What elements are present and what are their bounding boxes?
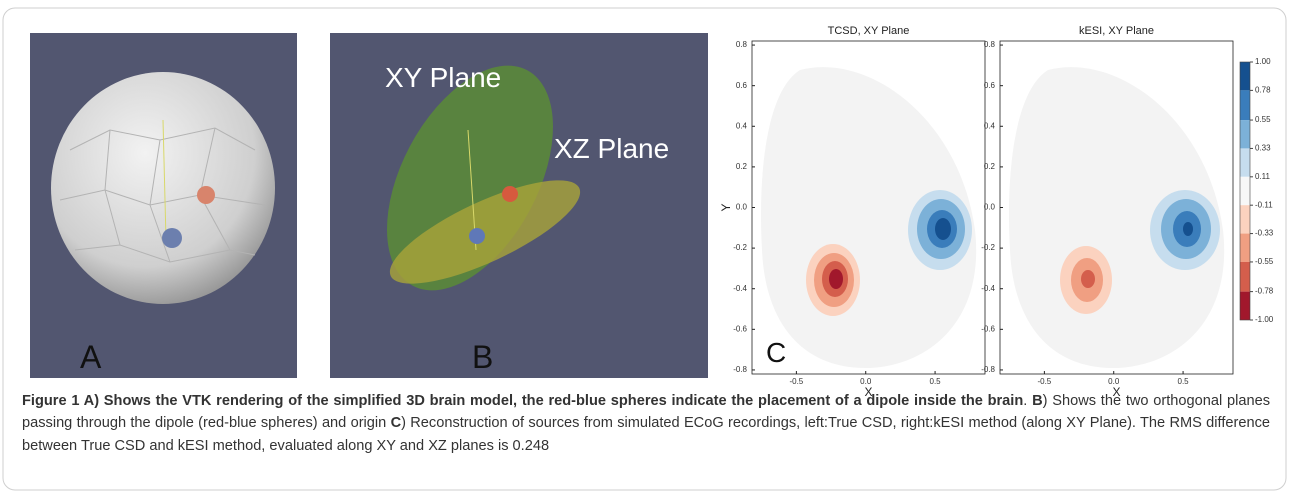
colorbar-tick-label: 0.55 — [1255, 115, 1271, 124]
panel-label: A — [80, 339, 102, 375]
colorbar-tick-label: -0.78 — [1255, 287, 1274, 296]
colorbar-bin — [1240, 148, 1250, 177]
contour — [1183, 222, 1193, 236]
colorbar-tick-label: -0.11 — [1255, 200, 1273, 209]
colorbar-bin — [1240, 120, 1250, 149]
contour — [1081, 270, 1095, 288]
x-tick-label: -0.5 — [1037, 377, 1051, 386]
colorbar-tick-label: 0.11 — [1255, 172, 1271, 181]
x-axis-label: X — [864, 385, 872, 399]
y-tick-label: 0.0 — [984, 203, 996, 212]
plane-label: XZ Plane — [554, 133, 669, 164]
red-sphere — [197, 186, 215, 204]
caption-text: Figure 1 A) Shows the VTK rendering of t… — [22, 393, 1024, 409]
x-tick-label: 0.5 — [930, 377, 942, 386]
y-tick-label: 0.2 — [736, 162, 748, 171]
plot-title: TCSD, XY Plane — [828, 25, 910, 37]
colorbar-bin — [1240, 90, 1250, 121]
x-tick-label: -0.5 — [789, 377, 803, 386]
contour-plot — [760, 67, 977, 369]
colorbar-tick-label: -0.33 — [1255, 229, 1274, 238]
y-tick-label: 0.4 — [984, 121, 996, 130]
contour — [829, 269, 843, 289]
y-tick-label: 0.8 — [984, 40, 996, 49]
axis-line — [162, 119, 167, 241]
y-tick-label: -0.6 — [733, 324, 747, 333]
frame — [2, 7, 1287, 491]
y-tick-label: 0.4 — [736, 121, 748, 130]
blue-sphere — [469, 228, 485, 244]
colorbar-tick-label: 0.33 — [1255, 144, 1271, 153]
y-tick-label: 0.6 — [736, 81, 748, 90]
y-tick-label: -0.8 — [981, 365, 995, 374]
panel-label: C — [766, 337, 786, 368]
colorbar-frame — [1239, 61, 1251, 321]
y-tick-label: 0.0 — [736, 203, 748, 212]
x-axis-label: X — [1112, 385, 1120, 399]
brain-model — [51, 72, 275, 304]
x-tick-label: 0.0 — [1108, 377, 1120, 386]
colorbar-tick-label: -1.00 — [1255, 315, 1274, 324]
y-axis-label: Y — [719, 203, 733, 211]
colorbar-bin — [1240, 291, 1250, 320]
y-tick-label: -0.4 — [981, 284, 995, 293]
red-sphere — [502, 186, 518, 202]
colorbar-tick-label: -0.55 — [1255, 257, 1274, 266]
y-tick-label: -0.2 — [733, 243, 747, 252]
x-tick-label: 0.5 — [1178, 377, 1190, 386]
colorbar-bin — [1240, 62, 1250, 91]
caption-text: ) Shows the two orthogonal planes passin… — [22, 393, 1271, 432]
y-tick-label: -0.2 — [981, 243, 995, 252]
contour-plot — [1008, 67, 1225, 369]
caption-text: ) Reconstruction of sources from simulat… — [22, 415, 1270, 454]
y-tick-label: 0.8 — [736, 40, 748, 49]
y-tick-label: -0.4 — [733, 284, 747, 293]
contour — [935, 218, 951, 240]
y-tick-label: 0.2 — [984, 162, 996, 171]
mesh-lines — [59, 127, 266, 263]
y-tick-label: 0.6 — [984, 81, 996, 90]
blue-sphere — [162, 228, 182, 248]
panel-label: B — [472, 339, 493, 375]
plot-title: kESI, XY Plane — [1079, 25, 1154, 37]
caption-text: C — [390, 415, 402, 432]
xz-plane — [389, 180, 581, 284]
plane-label: XY Plane — [385, 62, 501, 93]
caption-text: . — [1023, 393, 1033, 409]
colorbar-bin — [1240, 233, 1250, 262]
caption-text: B — [1032, 393, 1043, 409]
y-tick-label: -0.6 — [981, 324, 995, 333]
colorbar-tick-label: 0.78 — [1255, 85, 1271, 94]
caption: Figure 1 A) Shows the VTK rendering of t… — [22, 390, 1270, 457]
colorbar-bin — [1240, 205, 1250, 234]
colorbar-bin — [1240, 176, 1250, 206]
y-tick-label: -0.8 — [733, 365, 747, 374]
colorbar-tick-label: 1.00 — [1255, 57, 1271, 66]
colorbar-bin — [1240, 261, 1250, 292]
x-tick-label: 0.0 — [860, 377, 872, 386]
